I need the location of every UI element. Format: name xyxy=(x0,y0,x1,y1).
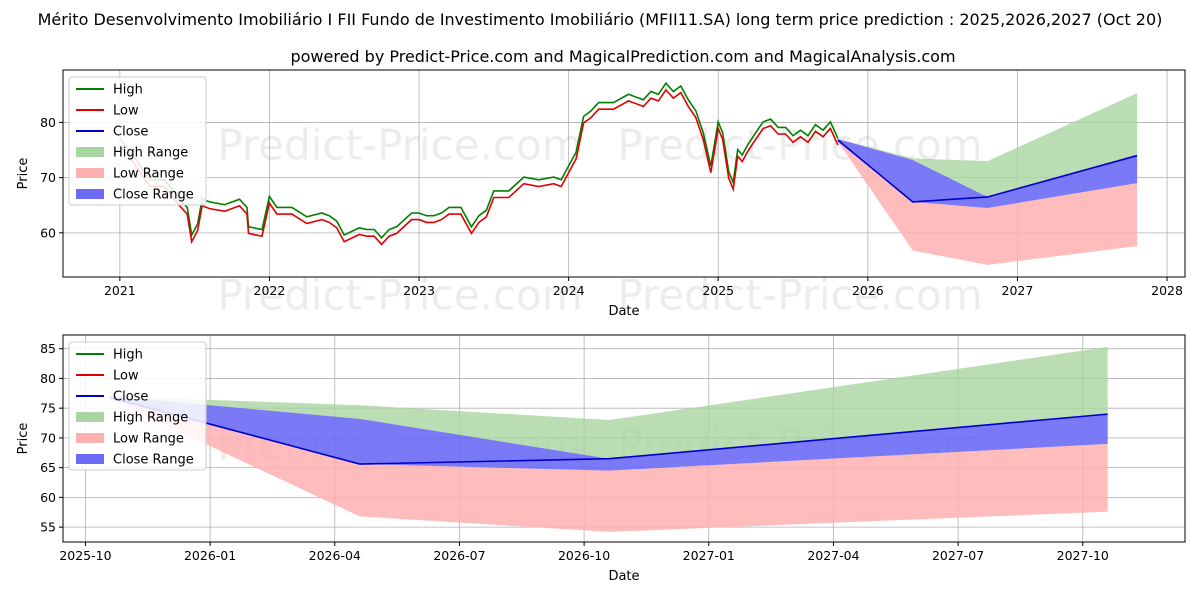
legend-low-range-swatch xyxy=(76,433,104,443)
high-range-band xyxy=(837,93,1138,197)
y-tick-label: 70 xyxy=(40,430,56,445)
plot-frame xyxy=(62,69,1186,278)
x-axis-label: Date xyxy=(608,304,639,319)
x-tick-label: 2026 xyxy=(852,283,884,298)
chart-panel-2: Predict-Price.comPredict-Price.com2025-1… xyxy=(16,334,1186,584)
legend-high-range-label: High Range xyxy=(113,146,188,161)
x-tick-label: 2027-01 xyxy=(683,548,735,563)
legend-close-label: Close xyxy=(113,390,148,405)
x-tick-label: 2025 xyxy=(702,283,734,298)
y-axis-label: Price xyxy=(16,423,31,455)
x-tick-label: 2028 xyxy=(1151,283,1183,298)
legend-high-range-swatch xyxy=(76,412,104,422)
y-tick-label: 60 xyxy=(40,225,56,240)
x-tick-label: 2027-04 xyxy=(807,548,859,563)
y-tick-label: 80 xyxy=(40,115,56,130)
close-forecast-line xyxy=(110,396,1108,465)
y-tick-label: 70 xyxy=(40,170,56,185)
high-price-line xyxy=(119,81,839,239)
legend-close-range-swatch xyxy=(76,454,104,464)
legend-high-label: High xyxy=(113,348,143,363)
legend-low-range-swatch xyxy=(76,168,104,178)
close-range-band xyxy=(110,396,1108,471)
watermark: Predict-Price.com xyxy=(217,121,582,170)
x-tick-label: 2026-04 xyxy=(309,548,361,563)
chart-subtitle: powered by Predict-Price.com and Magical… xyxy=(290,47,955,66)
legend-close-range-swatch xyxy=(76,189,104,199)
legend-high-range-label: High Range xyxy=(113,411,188,426)
low-range-band xyxy=(837,141,1138,265)
x-tick-label: 2024 xyxy=(553,283,585,298)
x-tick-label: 2023 xyxy=(403,283,435,298)
x-tick-label: 2026-01 xyxy=(184,548,236,563)
x-tick-label: 2026-10 xyxy=(558,548,610,563)
x-tick-label: 2027 xyxy=(1002,283,1034,298)
chart-title: Mérito Desenvolvimento Imobiliário I FII… xyxy=(38,10,1163,29)
y-tick-label: 65 xyxy=(40,460,56,475)
y-tick-label: 55 xyxy=(40,520,56,535)
x-tick-label: 2027-10 xyxy=(1057,548,1109,563)
legend-low-label: Low xyxy=(113,104,139,119)
legend-high-range-swatch xyxy=(76,147,104,157)
x-tick-label: 2027-07 xyxy=(932,548,984,563)
legend-close-range-label: Close Range xyxy=(113,188,194,203)
x-tick-label: 2026-07 xyxy=(433,548,485,563)
legend-low-range-label: Low Range xyxy=(113,167,184,182)
watermark: Predict-Price.com xyxy=(217,271,582,320)
legend-close-label: Close xyxy=(113,125,148,140)
x-tick-label: 2021 xyxy=(104,283,136,298)
plot-frame xyxy=(62,334,1186,543)
y-tick-label: 60 xyxy=(40,490,56,505)
close-range-band xyxy=(837,139,1138,208)
y-axis-label: Price xyxy=(16,158,31,190)
x-axis-label: Date xyxy=(608,569,639,584)
close-forecast-line xyxy=(837,139,1138,203)
legend-high-label: High xyxy=(113,83,143,98)
chart-panel-1: Predict-Price.com Predict-Price.com Predic… xyxy=(16,69,1186,320)
legend-low-range-label: Low Range xyxy=(113,432,184,447)
y-tick-label: 85 xyxy=(40,341,56,356)
y-tick-label: 80 xyxy=(40,371,56,386)
y-tick-label: 75 xyxy=(40,401,56,416)
high-range-band xyxy=(110,346,1108,459)
legend-low-label: Low xyxy=(113,369,139,384)
low-price-line xyxy=(119,88,839,246)
x-tick-label: 2022 xyxy=(254,283,286,298)
legend-close-range-label: Close Range xyxy=(113,453,194,468)
x-tick-label: 2025-10 xyxy=(59,548,111,563)
low-range-band xyxy=(110,399,1108,532)
watermark: Predict-Price.com xyxy=(617,271,982,320)
